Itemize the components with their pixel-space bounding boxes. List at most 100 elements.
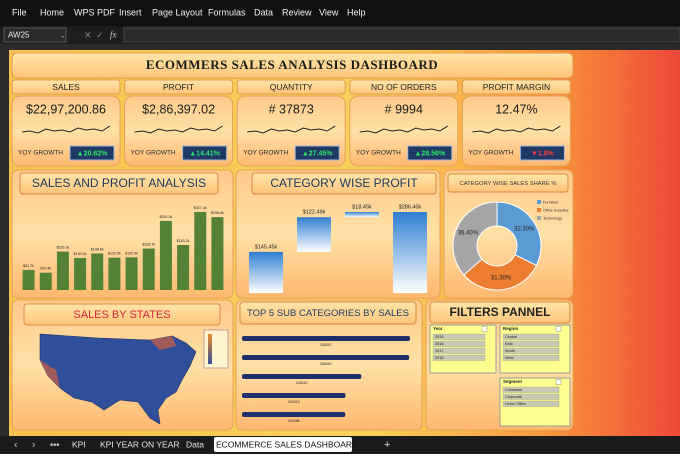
waterfall-bar — [393, 212, 427, 293]
sheet-tab[interactable]: ECOMMERCE SALES DASHBOARD — [216, 439, 358, 449]
chart-title-box — [19, 172, 219, 195]
data-label: $70.4k — [40, 267, 51, 271]
sheet-tab[interactable]: KPI — [72, 439, 86, 449]
data-label: $81.7k — [23, 264, 34, 268]
slicer-item[interactable] — [432, 347, 486, 354]
kpi-growth: ▲27.45% — [302, 150, 333, 157]
data-label: $122.49k — [303, 210, 326, 216]
sheet-tab[interactable]: KPI YEAR ON YEAR — [100, 439, 180, 449]
slicer-item[interactable] — [432, 354, 486, 361]
column-headers — [0, 44, 680, 50]
data-label: $317.4k — [194, 206, 207, 210]
name-box-arrow[interactable]: ⌄ — [60, 32, 66, 39]
slicer-item[interactable] — [502, 333, 560, 340]
bar — [142, 248, 155, 290]
bar — [22, 269, 35, 290]
waterfall-bar — [249, 251, 283, 293]
slicer-title: Segment — [503, 379, 523, 384]
formula-input[interactable] — [123, 27, 680, 43]
legend-swatch — [537, 200, 541, 204]
sparkline — [247, 125, 336, 134]
data-label: 202988 — [288, 419, 300, 423]
slicer-item[interactable] — [502, 347, 560, 354]
slicer-item[interactable] — [502, 386, 560, 393]
data-label: 36.40% — [458, 230, 479, 236]
menu-item[interactable]: Insert — [119, 7, 142, 17]
menu-item[interactable]: Review — [282, 7, 312, 17]
data-label: $286.40k — [399, 204, 422, 210]
bar — [194, 212, 207, 290]
sparkline — [21, 125, 111, 134]
kpi-label: SALES — [52, 82, 80, 92]
kpi-growth: ▼1.8% — [531, 150, 555, 157]
data-label: $148.6k — [91, 247, 104, 251]
slicer-item[interactable] — [502, 340, 560, 347]
data-label: $156.3k — [57, 246, 70, 250]
menu-item[interactable]: Formulas — [208, 7, 246, 17]
next-sheet[interactable]: › — [32, 440, 35, 451]
more-sheets[interactable]: ••• — [50, 439, 59, 449]
prev-sheet[interactable]: ‹ — [14, 440, 17, 451]
data-label: $296.6k — [211, 211, 224, 215]
function-icon[interactable]: fx — [110, 30, 117, 40]
chart-title-box — [251, 172, 437, 195]
menu-item[interactable]: Home — [40, 7, 64, 17]
menu-item[interactable]: Help — [347, 7, 366, 17]
slicer-item-label: 2016 — [435, 342, 443, 346]
chart-title-box — [239, 301, 417, 325]
us-map — [39, 333, 197, 425]
pie-slice — [452, 201, 498, 276]
chart-title-box — [23, 303, 221, 326]
menu-item[interactable]: WPS PDF — [74, 7, 116, 17]
data-label: $130.2k — [74, 252, 87, 256]
data-label: 203413 — [288, 400, 300, 404]
chart-title: CATEGORY WISE PROFIT — [270, 176, 418, 190]
data-label: 31.30% — [491, 275, 512, 281]
panel — [235, 169, 441, 299]
data-label: $132.9k — [125, 251, 138, 255]
kpi-growth-box — [407, 145, 453, 161]
slicer-item[interactable] — [502, 400, 560, 407]
slicer-item-label: South — [505, 349, 515, 353]
kpi-value: # 37873 — [269, 102, 314, 116]
sparkline — [472, 125, 561, 134]
kpi-growth-label: YOY GROWTH — [468, 150, 513, 157]
enter-icon[interactable]: ✓ — [96, 30, 104, 40]
menu-item[interactable]: Data — [254, 7, 273, 17]
bar — [108, 257, 121, 290]
sheet-tab[interactable]: Data — [186, 439, 204, 449]
menu-item[interactable]: File — [12, 7, 27, 17]
slicer-clear[interactable] — [555, 379, 562, 385]
slicer-title: Year — [433, 326, 443, 331]
cancel-icon[interactable]: ✕ — [84, 30, 92, 40]
map-legend — [203, 329, 229, 369]
name-box[interactable] — [3, 27, 67, 43]
slicer-clear[interactable] — [555, 326, 562, 332]
kpi-growth-box — [69, 145, 115, 161]
bar — [177, 244, 190, 290]
slicer-title: Region — [503, 326, 519, 331]
active-tab[interactable] — [214, 437, 352, 452]
data-label: $131.5k — [108, 252, 121, 256]
kpi-growth-box — [182, 145, 228, 161]
data-label: $183.2k — [177, 239, 190, 243]
sparkline — [359, 125, 449, 134]
add-sheet[interactable]: + — [384, 439, 390, 451]
chart-title: SALES AND PROFIT ANALYSIS — [32, 176, 206, 190]
filters-title-box — [429, 301, 571, 324]
slicer-item[interactable] — [432, 340, 486, 347]
menu-item[interactable]: View — [319, 7, 339, 17]
menu-item[interactable]: Page Layout — [152, 7, 203, 17]
data-label: 234410 — [296, 381, 308, 385]
bar — [74, 258, 87, 290]
bar — [91, 253, 104, 290]
slicer-clear[interactable] — [481, 326, 488, 332]
slicer-item-label: Consumer — [505, 388, 523, 392]
kpi-label: PROFIT MARGIN — [483, 82, 550, 92]
slicer-item[interactable] — [432, 333, 486, 340]
slicer-item[interactable] — [502, 393, 560, 400]
slicer-item[interactable] — [502, 354, 560, 361]
chart-title-box — [447, 173, 569, 193]
